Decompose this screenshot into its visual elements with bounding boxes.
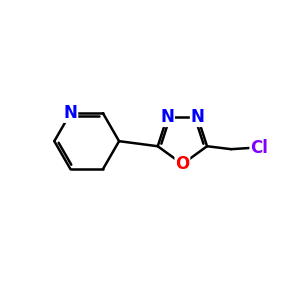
Text: Cl: Cl [250, 139, 268, 157]
Text: N: N [191, 108, 205, 126]
Text: N: N [64, 104, 77, 122]
Text: O: O [175, 155, 190, 173]
Text: N: N [160, 108, 174, 126]
